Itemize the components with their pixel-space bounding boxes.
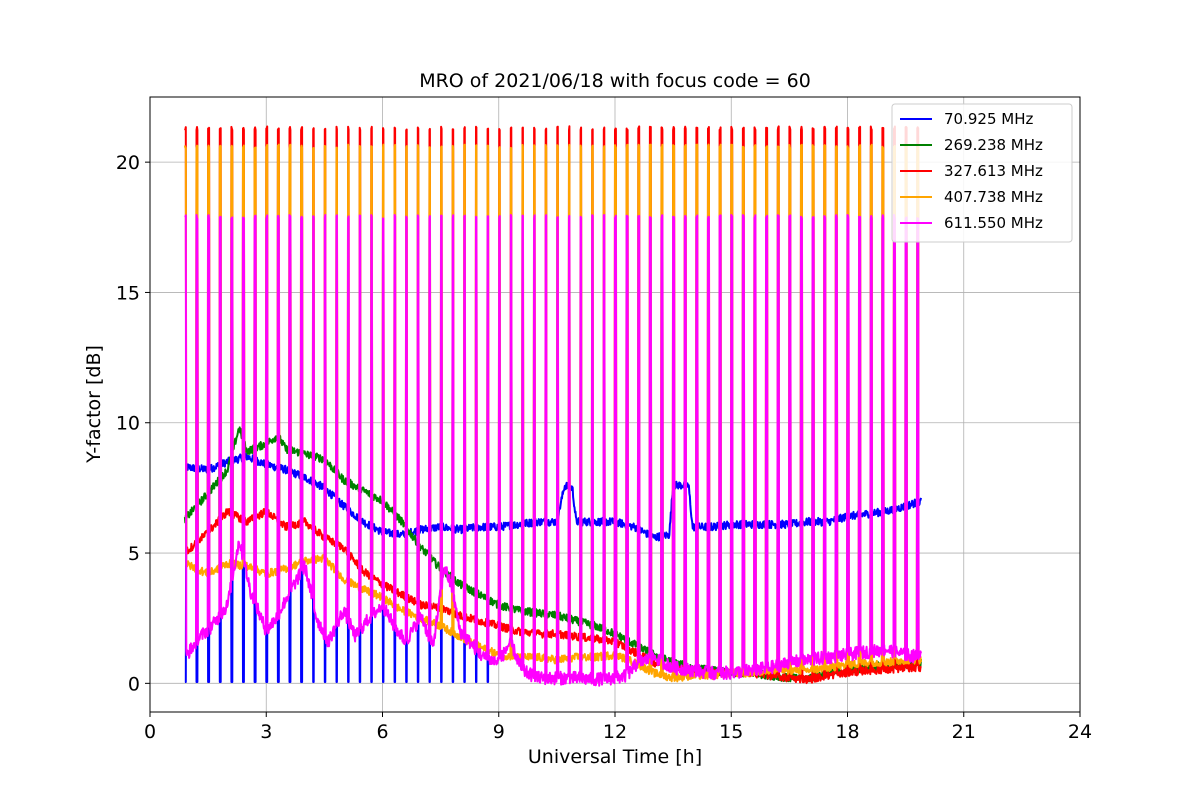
- legend-label: 70.925 MHz: [944, 110, 1033, 128]
- y-axis: 0 5 10 15 20: [116, 152, 150, 695]
- x-tick-label: 12: [603, 721, 627, 743]
- x-axis-label: Universal Time [h]: [528, 746, 702, 768]
- y-axis-label: Y-factor [dB]: [83, 345, 105, 464]
- x-tick-label: 6: [376, 721, 388, 743]
- x-tick-label: 21: [952, 721, 976, 743]
- x-tick-label: 0: [144, 721, 156, 743]
- legend-label: 269.238 MHz: [944, 136, 1043, 154]
- y-tick-label: 15: [116, 282, 140, 304]
- y-tick-label: 10: [116, 413, 140, 435]
- y-tick-label: 5: [128, 543, 140, 565]
- legend-label: 327.613 MHz: [944, 162, 1043, 180]
- chart-title: MRO of 2021/06/18 with focus code = 60: [419, 70, 811, 92]
- series-group: [183, 125, 922, 687]
- legend-label: 611.550 MHz: [944, 214, 1043, 232]
- legend-box: [891, 103, 1073, 243]
- series-line-1: [184, 452, 922, 683]
- x-axis: 0 3 6 9 12 15 18 21 24: [144, 712, 1092, 743]
- y-tick-label: 0: [128, 673, 140, 695]
- series-line-3: [184, 125, 922, 685]
- x-tick-label: 24: [1068, 721, 1092, 743]
- x-tick-label: 18: [835, 721, 859, 743]
- x-tick-label: 15: [719, 721, 743, 743]
- y-tick-label: 20: [116, 152, 140, 174]
- series-line-4: [183, 143, 922, 683]
- series-line-5: [184, 213, 922, 687]
- legend: 70.925 MHz 269.238 MHz 327.613 MHz 407.738 …: [891, 103, 1073, 243]
- x-tick-label: 9: [493, 721, 505, 743]
- legend-label: 407.738 MHz: [944, 188, 1043, 206]
- plot-area: [183, 125, 922, 687]
- x-tick-label: 3: [260, 721, 272, 743]
